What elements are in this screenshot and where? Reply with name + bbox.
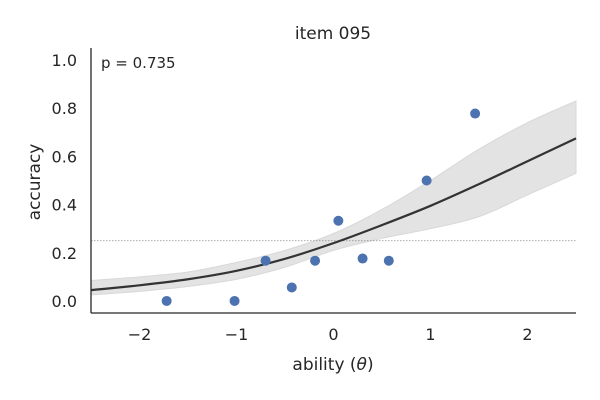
data-point: [333, 215, 344, 226]
x-ticks: −2 −1 0 1 2: [128, 325, 533, 344]
data-point: [470, 108, 481, 119]
x-axis-label-prefix: ability (: [292, 355, 356, 375]
y-axis-label: accuracy: [25, 144, 45, 221]
data-point: [421, 175, 432, 186]
confidence-band: [90, 100, 577, 296]
y-tick-label: 0.4: [52, 196, 77, 215]
y-tick-label: 0.0: [52, 292, 77, 311]
x-tick-label: 0: [328, 325, 338, 344]
fitted-curve: [90, 137, 577, 292]
x-tick-label: −1: [225, 325, 249, 344]
data-point: [260, 255, 271, 266]
x-tick-label: 1: [425, 325, 435, 344]
plot-area: [90, 100, 577, 306]
data-point: [383, 255, 394, 266]
y-tick-label: 0.6: [52, 147, 77, 166]
data-point: [357, 253, 368, 264]
x-tick-label: 2: [522, 325, 532, 344]
data-point: [161, 295, 172, 306]
y-tick-label: 0.2: [52, 244, 77, 263]
data-point: [310, 255, 321, 266]
x-axis-label-symbol: θ: [357, 355, 368, 375]
data-point: [286, 282, 297, 293]
x-tick-label: −2: [128, 325, 152, 344]
y-tick-label: 1.0: [52, 51, 77, 70]
p-value-annotation: p = 0.735: [101, 54, 176, 72]
data-points: [161, 108, 481, 306]
chart-title: item 095: [295, 24, 371, 44]
axes: −2 −1 0 1 2 0.0 0.2 0.4 0.6 0.8 1.0: [52, 48, 576, 344]
data-point: [229, 295, 240, 306]
x-axis-label: ability (θ): [292, 355, 373, 375]
x-axis-label-suffix: ): [367, 355, 374, 375]
y-ticks: 0.0 0.2 0.4 0.6 0.8 1.0: [52, 51, 77, 311]
y-tick-label: 0.8: [52, 99, 77, 118]
